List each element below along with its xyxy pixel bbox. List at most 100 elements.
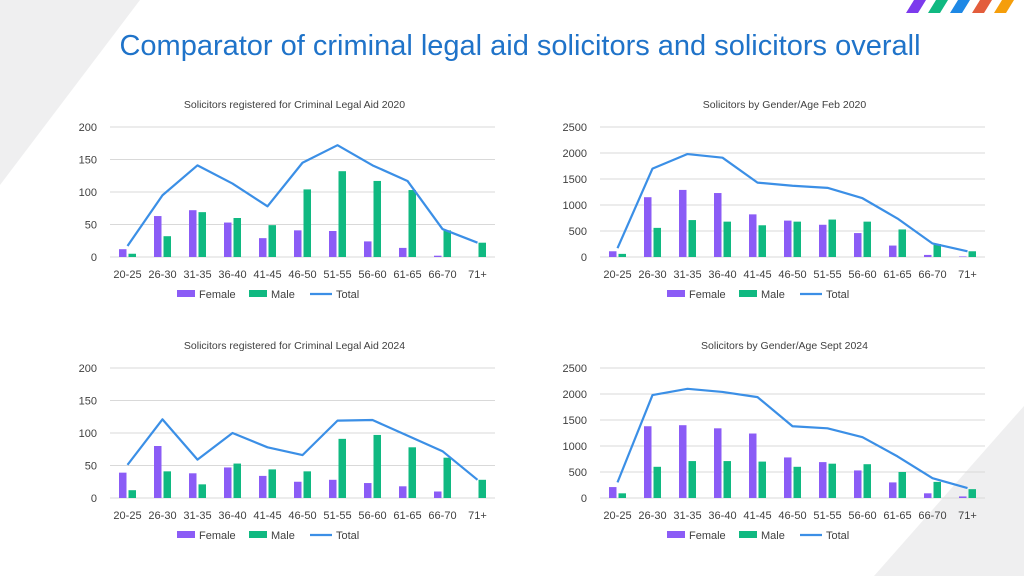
x-tick-label: 51-55 <box>813 269 841 281</box>
y-tick-label: 0 <box>581 493 587 505</box>
bar-male <box>758 225 766 257</box>
legend-item-total: Total <box>310 289 359 301</box>
legend-swatch <box>249 531 267 538</box>
x-tick-label: 36-40 <box>708 269 736 281</box>
bar-female <box>749 214 757 257</box>
bar-female <box>294 230 302 257</box>
bar-male <box>723 221 731 257</box>
y-tick-label: 1500 <box>563 174 587 186</box>
bar-female <box>434 255 442 257</box>
y-tick-label: 50 <box>85 220 97 232</box>
x-tick-label: 41-45 <box>253 269 281 281</box>
decorative-corner-shape <box>0 0 140 185</box>
bar-male <box>443 230 451 257</box>
line-total <box>126 418 479 481</box>
x-tick-label: 20-25 <box>113 510 141 522</box>
x-tick-label: 26-30 <box>638 269 666 281</box>
bar-female <box>329 479 337 498</box>
bar-female <box>189 473 197 498</box>
bar-female <box>259 238 267 257</box>
x-tick-label: 66-70 <box>428 510 456 522</box>
bar-male <box>688 461 696 498</box>
bar-male <box>373 434 381 498</box>
bar-male <box>793 221 801 257</box>
x-tick-label: 71+ <box>958 510 977 522</box>
x-tick-label: 41-45 <box>743 269 771 281</box>
chart-title: Solicitors by Gender/Age Sept 2024 <box>701 340 868 352</box>
brand-stripe <box>950 0 970 13</box>
chart-svg: Solicitors registered for Criminal Legal… <box>79 99 495 301</box>
y-tick-label: 2500 <box>563 363 587 375</box>
bar-female <box>399 247 407 257</box>
x-tick-label: 61-65 <box>393 510 421 522</box>
legend-swatch <box>739 290 757 297</box>
x-tick-label: 46-50 <box>288 269 316 281</box>
y-tick-label: 100 <box>79 428 97 440</box>
bar-female <box>259 475 267 498</box>
chart-cla-2024: Solicitors registered for Criminal Legal… <box>50 334 530 554</box>
bar-male <box>898 229 906 257</box>
legend-item-total: Total <box>800 289 849 301</box>
x-tick-label: 61-65 <box>393 269 421 281</box>
bar-male <box>478 242 486 257</box>
legend-swatch <box>177 531 195 538</box>
chart-cla-2020: Solicitors registered for Criminal Legal… <box>50 93 530 313</box>
chart-title: Solicitors by Gender/Age Feb 2020 <box>703 99 867 111</box>
bar-male <box>373 180 381 257</box>
bar-female <box>119 472 127 498</box>
legend-label: Total <box>336 530 359 542</box>
legend-item-female: Female <box>177 530 236 542</box>
x-tick-label: 36-40 <box>218 510 246 522</box>
legend-item-male: Male <box>739 289 785 301</box>
x-tick-label: 31-35 <box>183 269 211 281</box>
bar-male <box>163 236 171 257</box>
bar-female <box>819 462 827 498</box>
chart-svg: Solicitors by Gender/Age Feb 2020 0 500 100… <box>563 99 985 301</box>
bar-male <box>128 490 136 498</box>
x-tick-label: 56-60 <box>358 269 386 281</box>
bar-male <box>198 484 206 498</box>
bar-male <box>828 463 836 498</box>
x-tick-label: 51-55 <box>323 269 351 281</box>
bar-female <box>399 486 407 498</box>
legend-label: Male <box>761 289 785 301</box>
legend-label: Male <box>271 530 295 542</box>
chart-gender-age-sept-2024: Solicitors by Gender/Age Sept 2024 0 500 10… <box>540 334 1020 554</box>
bar-female <box>854 470 862 498</box>
y-tick-label: 150 <box>79 155 97 167</box>
x-tick-label: 56-60 <box>848 269 876 281</box>
bar-female <box>784 220 792 257</box>
x-tick-label: 51-55 <box>323 510 351 522</box>
x-tick-label: 20-25 <box>113 269 141 281</box>
brand-stripes-logo <box>906 0 1014 13</box>
bar-female <box>224 222 232 257</box>
x-tick-label: 26-30 <box>638 510 666 522</box>
y-tick-label: 2000 <box>563 389 587 401</box>
legend-item-female: Female <box>177 289 236 301</box>
bar-female <box>889 482 897 498</box>
y-tick-label: 500 <box>569 226 587 238</box>
legend-item-female: Female <box>667 530 726 542</box>
bar-male <box>898 472 906 498</box>
bar-female <box>959 256 967 257</box>
bar-male <box>163 471 171 498</box>
bar-female <box>749 433 757 498</box>
bar-female <box>224 467 232 498</box>
x-tick-label: 26-30 <box>148 510 176 522</box>
line-total <box>616 387 968 490</box>
bar-female <box>434 491 442 498</box>
bar-female <box>189 210 197 257</box>
chart-svg: Solicitors registered for Criminal Legal… <box>79 340 495 542</box>
bar-male <box>968 251 976 257</box>
bar-male <box>233 463 241 498</box>
chart-gender-age-feb-2020: Solicitors by Gender/Age Feb 2020 0 500 100… <box>540 93 1020 313</box>
bar-female <box>119 249 127 257</box>
legend-label: Female <box>689 530 726 542</box>
decorative-corner-shape-bottom <box>874 406 1024 576</box>
legend-label: Female <box>689 289 726 301</box>
y-tick-label: 200 <box>79 122 97 134</box>
bar-male <box>408 447 416 498</box>
legend-item-total: Total <box>310 530 359 542</box>
y-tick-label: 50 <box>85 461 97 473</box>
chart-title: Solicitors registered for Criminal Legal… <box>184 340 405 352</box>
